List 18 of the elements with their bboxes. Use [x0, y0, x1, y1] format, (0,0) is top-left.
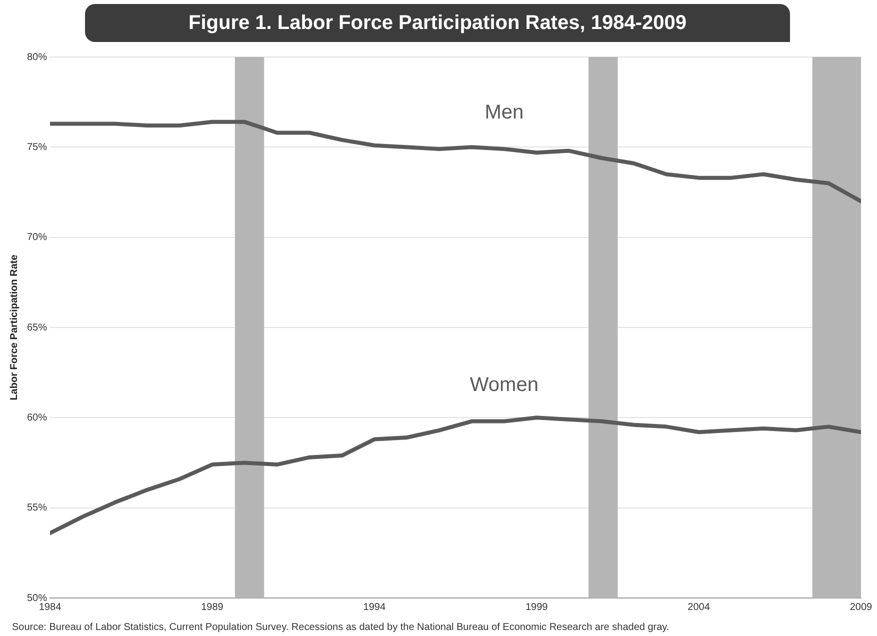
x-tick-label: 1994 [363, 602, 386, 613]
y-tick-label: 55% [27, 502, 48, 514]
chart-title: Figure 1. Labor Force Participation Rates, 1984-2009 [85, 4, 790, 42]
y-tick-label: 50% [27, 592, 48, 604]
source-note: Source: Bureau of Labor Statistics, Current Population Survey. Recessions as dated by the National Bureau of Economic Research are shaded gray. [12, 622, 670, 633]
x-tick-label: 1999 [525, 602, 548, 613]
y-tick-label: 60% [27, 412, 48, 424]
y-tick-label: 70% [27, 232, 48, 244]
series-label: Men [484, 101, 524, 124]
x-tick-label: 1984 [38, 602, 62, 613]
x-tick-label: 2004 [688, 602, 710, 613]
x-tick-label: 1989 [201, 602, 224, 613]
series-label: Women [470, 374, 538, 396]
x-tick-label: 2009 [850, 602, 873, 613]
y-tick-label: 65% [27, 322, 48, 334]
y-tick-label: 75% [27, 142, 48, 153]
y-tick-label: 80% [27, 52, 48, 63]
y-axis-title: Labor Force Participation Rate [8, 254, 20, 400]
